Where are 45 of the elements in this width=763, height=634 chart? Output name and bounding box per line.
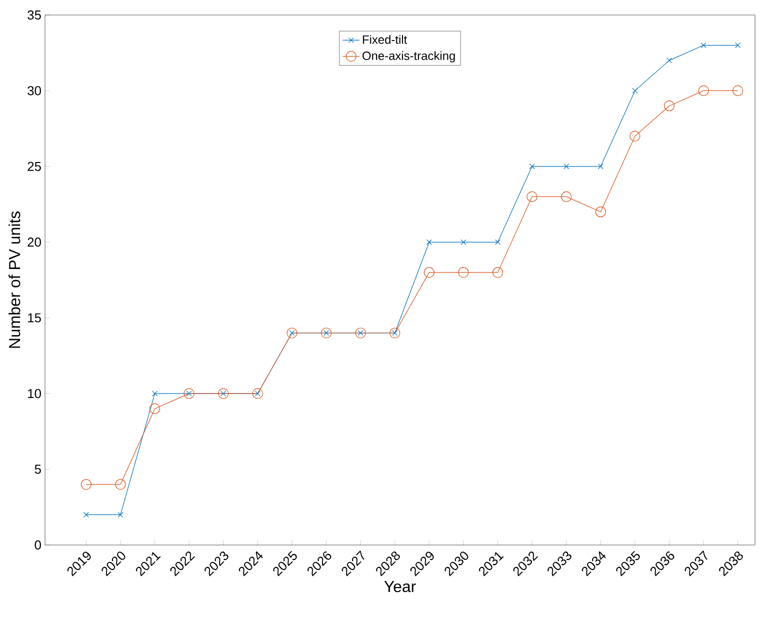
point (252, 388, 263, 399)
point (390, 328, 400, 338)
point (115, 479, 126, 490)
y-tick-label: 20 (28, 238, 41, 247)
y-axis-title: Number of PV units (8, 211, 20, 348)
point (526, 191, 538, 202)
point (152, 390, 158, 396)
point (632, 88, 638, 94)
point (149, 403, 160, 414)
point (561, 191, 572, 202)
y-tick-label: 5 (34, 464, 41, 474)
point (494, 239, 501, 245)
point (286, 328, 298, 338)
point (218, 388, 229, 399)
point (184, 388, 194, 399)
point (598, 164, 604, 170)
point (320, 328, 332, 338)
point (83, 512, 89, 518)
point (355, 328, 366, 338)
point (595, 206, 606, 218)
point (118, 512, 124, 518)
point (424, 267, 434, 278)
point (630, 130, 640, 142)
y-tick-label: 25 (28, 162, 41, 172)
y-tick-label: 30 (28, 86, 41, 96)
x-axis-title: Year (384, 581, 416, 592)
legend-label: One-axis-tracking (362, 51, 455, 62)
y-tick-label: 0 (34, 540, 41, 550)
point (80, 479, 92, 490)
y-tick-label: 35 (28, 10, 41, 20)
legend-label: Fixed-tilt (362, 35, 408, 44)
y-tick-label: 10 (28, 388, 41, 398)
point (735, 42, 741, 48)
point (732, 85, 744, 96)
point (460, 239, 466, 245)
point (458, 267, 469, 278)
point (564, 164, 570, 170)
point (666, 58, 672, 64)
point (529, 164, 535, 170)
point (426, 239, 432, 245)
point (664, 100, 675, 112)
point (492, 267, 504, 278)
point (698, 85, 709, 96)
point (700, 42, 706, 48)
y-tick-label: 15 (28, 313, 41, 322)
